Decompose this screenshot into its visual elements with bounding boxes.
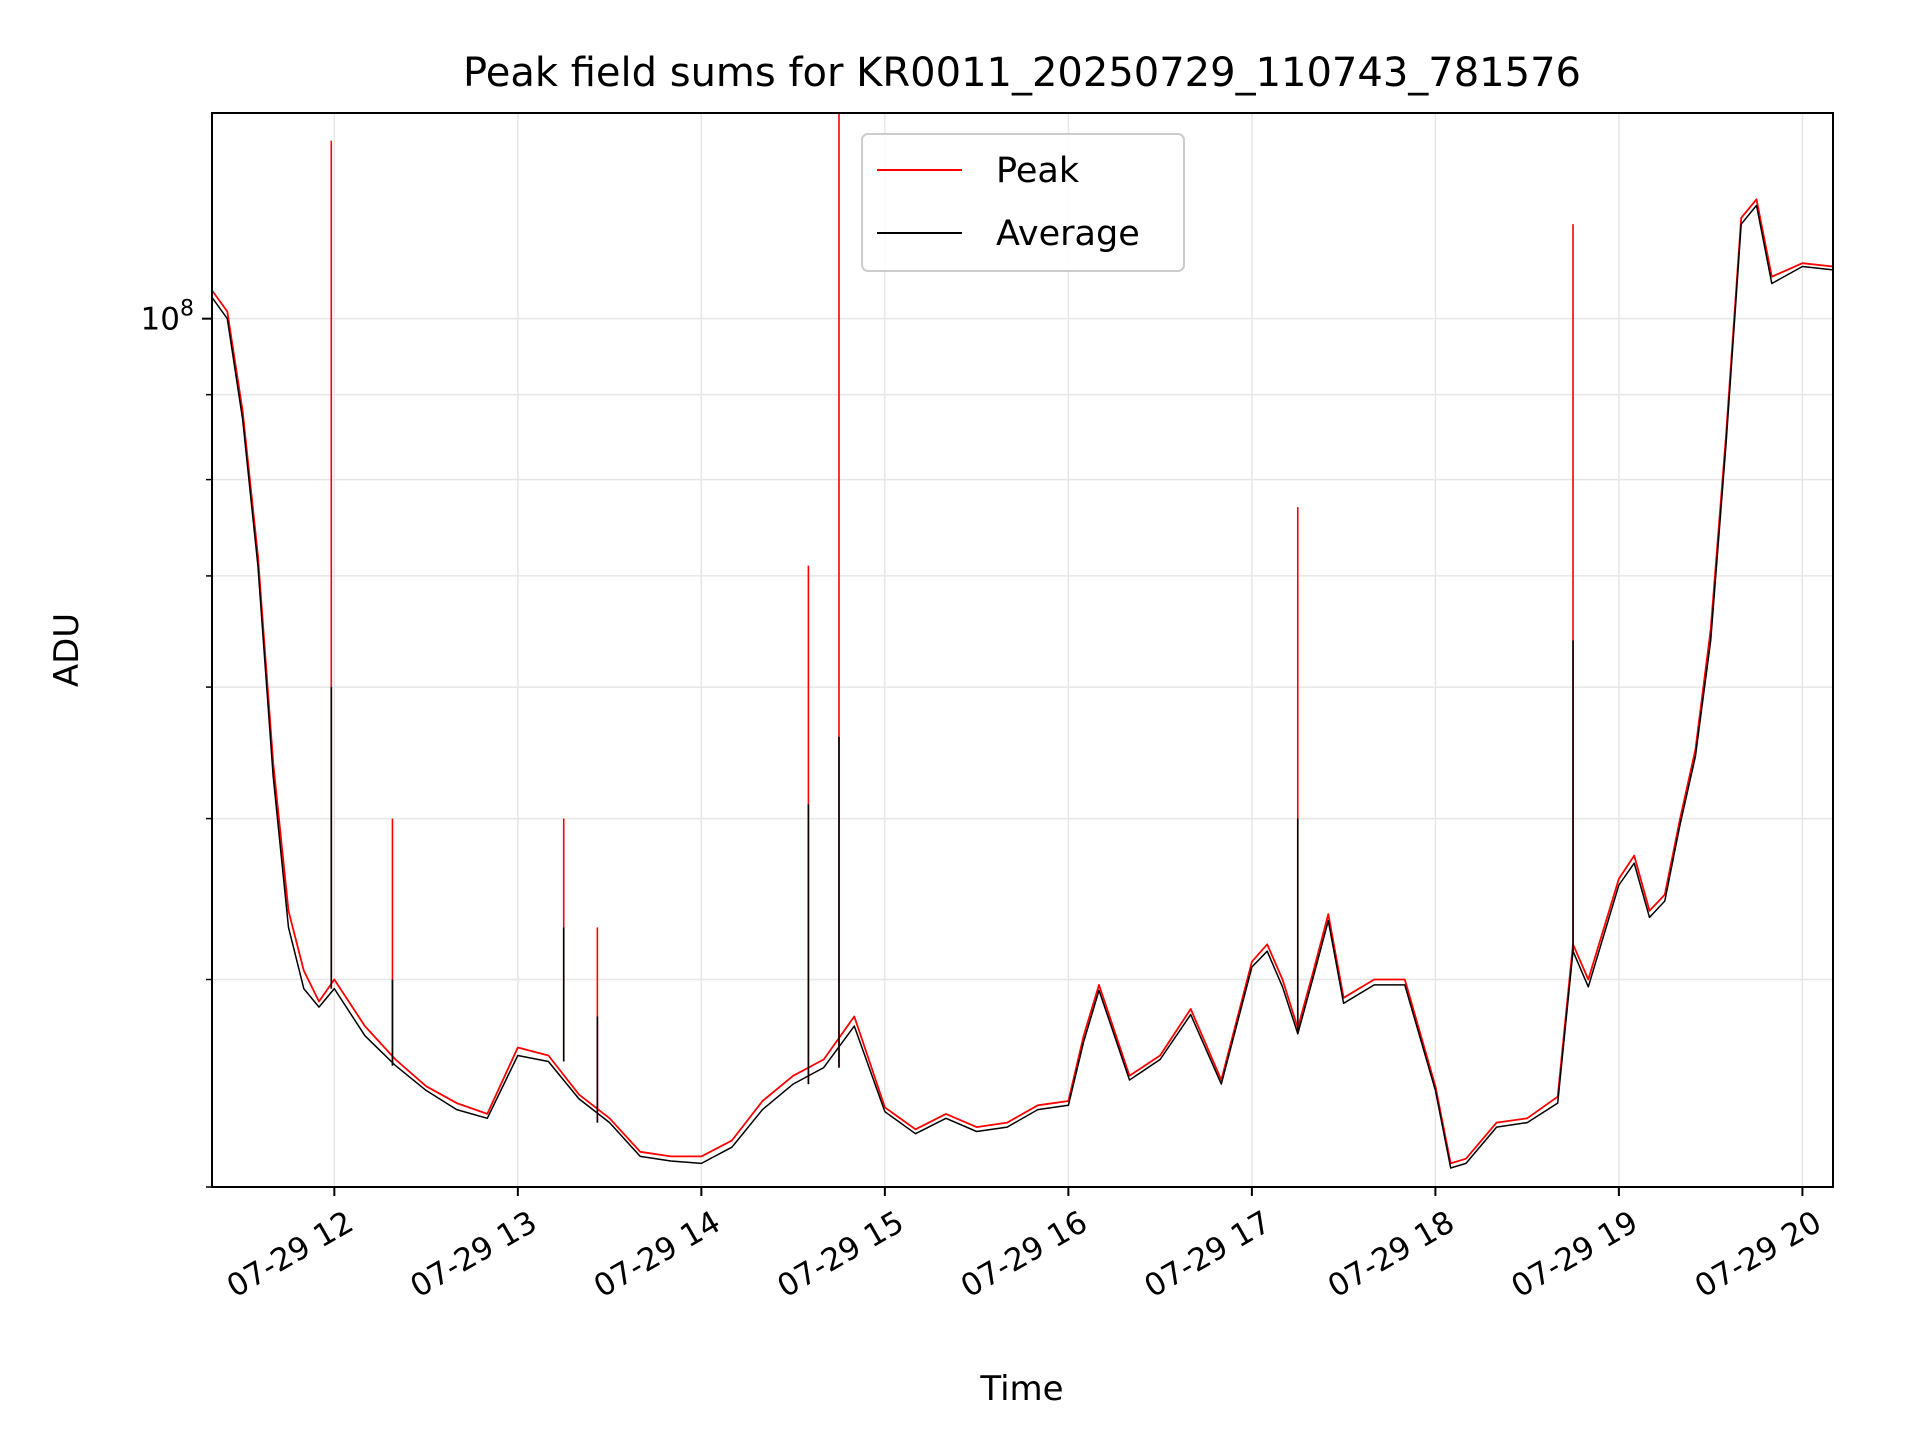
series-average-line [212, 204, 1833, 1169]
legend-label-average: Average [996, 214, 1140, 254]
y-tick-label: 108 [141, 297, 194, 338]
series-peak-line [212, 198, 1833, 1165]
plot-frame [211, 112, 1834, 1188]
legend-box [861, 133, 1185, 272]
legend-label-peak: Peak [996, 151, 1080, 191]
y-tick-label-base: 10 [141, 302, 180, 338]
y-axis: 108 [141, 297, 212, 1188]
legend: Peak Average [861, 133, 1185, 272]
y-tick-label-exponent: 8 [180, 297, 194, 322]
x-axis-label: Time [979, 1369, 1063, 1409]
series-group [212, 113, 1833, 1169]
chart-title: Peak field sums for KR0011_20250729_1107… [463, 50, 1581, 96]
y-axis-label: ADU [47, 613, 87, 687]
series-layer [212, 113, 1833, 1169]
